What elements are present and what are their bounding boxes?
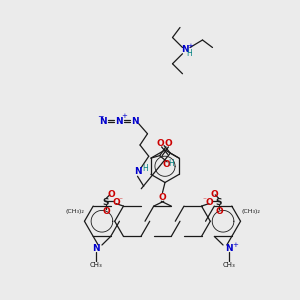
Text: N: N xyxy=(99,117,106,126)
Text: H: H xyxy=(142,164,148,173)
Text: −: − xyxy=(97,112,103,121)
Text: H: H xyxy=(168,159,174,168)
Text: N: N xyxy=(115,117,123,126)
Text: +: + xyxy=(232,242,238,248)
Text: O: O xyxy=(215,207,223,216)
Text: +: + xyxy=(121,113,127,119)
Text: O: O xyxy=(107,190,115,199)
Text: ⁻: ⁻ xyxy=(202,195,206,204)
Text: H: H xyxy=(186,49,192,58)
Text: O: O xyxy=(210,190,218,199)
Text: N: N xyxy=(181,46,189,55)
Text: O: O xyxy=(205,198,213,207)
Text: O: O xyxy=(159,193,167,202)
Text: O: O xyxy=(162,160,170,169)
Text: (CH₃)₂: (CH₃)₂ xyxy=(65,209,84,214)
Text: CH₃: CH₃ xyxy=(89,262,102,268)
Text: O: O xyxy=(156,139,164,148)
Text: N: N xyxy=(226,244,233,253)
Text: N: N xyxy=(92,244,100,253)
Text: S: S xyxy=(216,198,222,207)
Text: CH₃: CH₃ xyxy=(223,262,236,268)
Text: N: N xyxy=(131,117,139,126)
Text: S: S xyxy=(103,198,109,207)
Text: O: O xyxy=(165,139,172,148)
Text: O: O xyxy=(112,198,120,207)
Text: N: N xyxy=(134,167,141,176)
Text: (CH₃)₂: (CH₃)₂ xyxy=(241,209,260,214)
Text: ⁻: ⁻ xyxy=(119,195,123,204)
Text: O: O xyxy=(102,207,110,216)
Text: +: + xyxy=(187,43,193,49)
